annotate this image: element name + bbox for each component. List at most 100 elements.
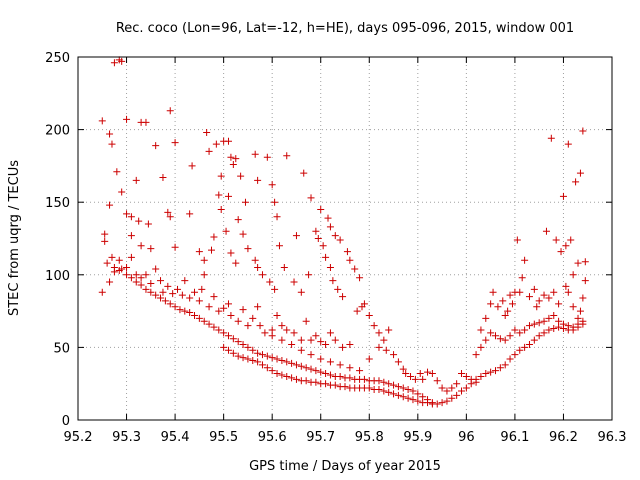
data-point-plus [438,384,446,392]
data-point-plus [290,278,298,286]
data-point-plus [562,282,570,290]
data-point-plus [258,271,266,279]
data-point-plus [108,253,116,261]
data-point-plus [501,336,509,344]
data-point-plus [518,274,526,282]
data-point-plus [103,259,111,267]
data-point-plus [564,288,572,296]
data-point-plus [123,115,131,123]
data-point-plus [239,340,247,348]
data-point-plus [229,160,237,168]
data-point-plus [394,391,402,399]
data-point-plus [263,364,271,372]
data-point-plus [336,236,344,244]
data-point-plus [273,311,281,319]
data-point-plus [525,293,533,301]
data-point-plus [433,377,441,385]
data-point-plus [171,243,179,251]
data-point-plus [191,311,199,319]
data-point-plus [365,355,373,363]
data-point-plus [186,309,194,317]
data-point-plus [127,232,135,240]
data-point-plus [506,355,514,363]
x-tick-label: 95.2 [64,430,93,445]
data-point-plus [448,394,456,402]
data-point-plus [292,361,300,369]
x-tick-label: 96.3 [598,430,627,445]
data-point-plus [254,303,262,311]
data-point-plus [118,188,126,196]
data-point-plus [326,371,334,379]
data-point-plus [288,374,296,382]
data-point-plus [346,340,354,348]
data-point-plus [118,57,126,65]
data-point-plus [331,336,339,344]
data-point-plus [258,361,266,369]
data-point-plus [229,335,237,343]
data-point-plus [127,274,135,282]
data-point-plus [579,294,587,302]
data-point-plus [317,338,325,346]
data-point-plus [166,300,174,308]
data-point-plus [511,326,519,334]
data-point-plus [576,169,584,177]
data-point-plus [195,248,203,256]
data-point-plus [234,317,242,325]
data-point-plus [360,300,368,308]
data-point-plus [164,208,172,216]
data-point-plus [521,343,529,351]
data-point-plus [550,288,558,296]
data-point-plus [132,176,140,184]
data-point-plus [317,355,325,363]
data-point-plus [307,194,315,202]
data-point-plus [169,290,177,298]
data-point-plus [178,291,186,299]
data-point-plus [273,355,281,363]
data-point-plus [579,127,587,135]
data-point-plus [275,242,283,250]
data-point-plus [516,329,524,337]
data-point-plus [283,152,291,160]
data-point-plus [271,285,279,293]
data-point-plus [394,358,402,366]
data-point-plus [217,205,225,213]
data-point-plus [399,393,407,401]
data-point-plus [142,285,150,293]
data-point-plus [215,326,223,334]
data-point-plus [312,332,320,340]
data-point-plus [487,368,495,376]
data-point-plus [477,343,485,351]
data-point-plus [564,140,572,148]
data-point-plus [241,198,249,206]
data-point-plus [292,375,300,383]
data-point-plus [365,311,373,319]
data-point-plus [555,300,563,308]
data-point-plus [424,368,432,376]
data-point-plus [152,142,160,150]
data-point-plus [195,297,203,305]
data-point-plus [404,394,412,402]
data-point-plus [513,236,521,244]
data-point-plus [458,387,466,395]
data-point-plus [506,332,514,340]
data-point-plus [550,325,558,333]
data-point-plus [278,371,286,379]
data-point-plus [530,285,538,293]
data-point-plus [545,326,553,334]
data-point-plus [224,332,232,340]
data-point-plus [297,362,305,370]
data-point-plus [438,399,446,407]
data-point-plus [239,230,247,238]
data-point-plus [224,346,232,354]
data-point-plus [227,249,235,257]
data-point-plus [482,314,490,322]
data-point-plus [215,307,223,315]
data-point-plus [307,351,315,359]
data-point-plus [326,358,334,366]
data-point-plus [280,264,288,272]
data-point-plus [181,307,189,315]
x-axis-label: GPS time / Days of year 2015 [249,459,441,474]
data-point-plus [205,320,213,328]
data-point-plus [472,375,480,383]
